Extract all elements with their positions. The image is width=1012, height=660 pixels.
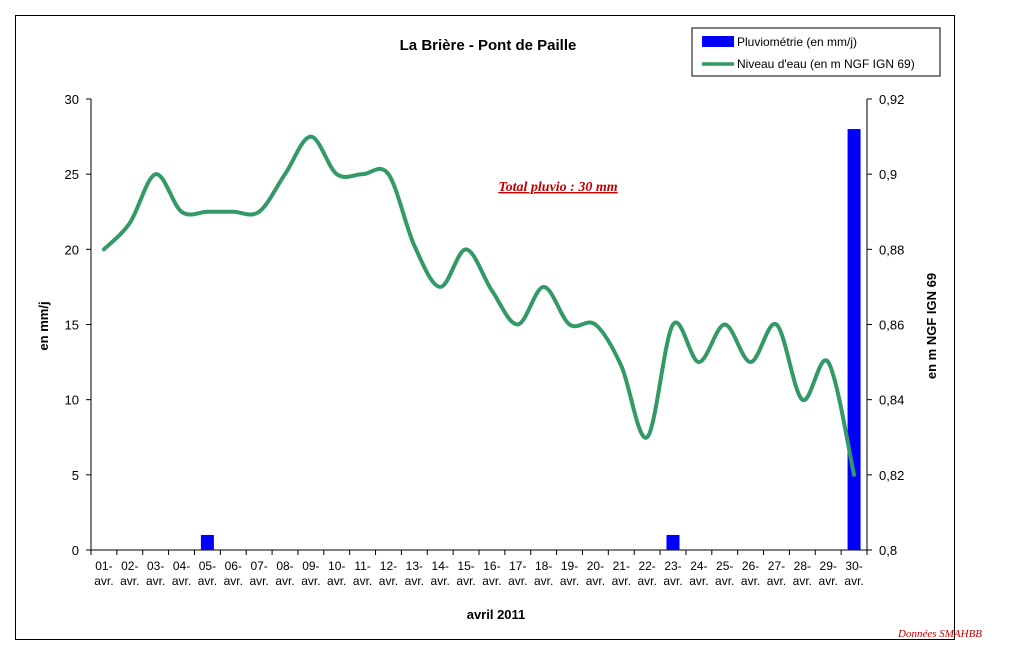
x-tick-label: 28- xyxy=(794,559,811,573)
x-tick-sublabel: avr. xyxy=(819,574,838,588)
x-tick-label: 17- xyxy=(509,559,526,573)
y-left-tick-label: 10 xyxy=(65,393,79,408)
y-left-tick-label: 15 xyxy=(65,318,79,333)
chart-title: La Brière - Pont de Paille xyxy=(400,37,577,54)
x-tick-sublabel: avr. xyxy=(431,574,450,588)
x-tick-label: 08- xyxy=(276,559,293,573)
x-tick-sublabel: avr. xyxy=(560,574,579,588)
y-right-tick-label: 0,92 xyxy=(879,92,904,107)
y-left-tick-label: 0 xyxy=(72,543,79,558)
x-tick-sublabel: avr. xyxy=(689,574,708,588)
x-tick-label: 02- xyxy=(121,559,138,573)
x-tick-label: 23- xyxy=(664,559,681,573)
x-tick-sublabel: avr. xyxy=(146,574,165,588)
x-tick-label: 21- xyxy=(613,559,630,573)
legend-label-niveau: Niveau d'eau (en m NGF IGN 69) xyxy=(737,57,915,71)
x-tick-sublabel: avr. xyxy=(275,574,294,588)
x-tick-label: 24- xyxy=(690,559,707,573)
x-tick-sublabel: avr. xyxy=(767,574,786,588)
x-tick-sublabel: avr. xyxy=(379,574,398,588)
x-tick-label: 10- xyxy=(328,559,345,573)
x-tick-sublabel: avr. xyxy=(612,574,631,588)
legend: Pluviométrie (en mm/j) Niveau d'eau (en … xyxy=(691,27,941,77)
y-right-tick-label: 0,9 xyxy=(879,167,897,182)
source-credit: Données SMAHBB xyxy=(898,628,983,640)
x-tick-sublabel: avr. xyxy=(715,574,734,588)
x-tick-sublabel: avr. xyxy=(637,574,656,588)
x-tick-sublabel: avr. xyxy=(327,574,346,588)
x-tick-label: 07- xyxy=(250,559,267,573)
x-tick-sublabel: avr. xyxy=(301,574,320,588)
x-tick-sublabel: avr. xyxy=(534,574,553,588)
x-tick-label: 05- xyxy=(199,559,216,573)
y-right-tick-label: 0,84 xyxy=(879,393,904,408)
x-tick-label: 11- xyxy=(354,559,370,573)
rainfall-bar xyxy=(200,534,214,550)
x-tick-label: 26- xyxy=(742,559,759,573)
x-tick-label: 22- xyxy=(638,559,655,573)
y-right-tick-label: 0,86 xyxy=(879,318,904,333)
x-tick-sublabel: avr. xyxy=(224,574,243,588)
legend-swatch-bar xyxy=(702,36,734,47)
x-tick-label: 12- xyxy=(380,559,397,573)
y-left-tick-label: 5 xyxy=(72,468,79,483)
x-tick-label: 04- xyxy=(173,559,190,573)
x-tick-sublabel: avr. xyxy=(405,574,424,588)
rainfall-bar xyxy=(666,534,680,550)
y-right-tick-label: 0,8 xyxy=(879,543,897,558)
x-tick-label: 01- xyxy=(95,559,112,573)
x-tick-label: 18- xyxy=(535,559,552,573)
x-tick-label: 03- xyxy=(147,559,164,573)
y-left-tick-label: 30 xyxy=(65,92,79,107)
x-tick-sublabel: avr. xyxy=(249,574,268,588)
x-tick-label: 16- xyxy=(483,559,500,573)
chart-frame: 0 5 10 15 20 25 30 0,8 0,82 0,84 0,86 0,88 0,9 0,92 01… xyxy=(15,15,955,640)
x-tick-label: 29- xyxy=(820,559,837,573)
x-tick-label: 25- xyxy=(716,559,733,573)
total-pluvio-annotation: Total pluvio : 30 mm xyxy=(498,180,617,195)
water-level-line xyxy=(101,134,857,477)
chart-svg: 0 5 10 15 20 25 30 0,8 0,82 0,84 0,86 0,88 0,9 0,92 01… xyxy=(36,27,941,622)
x-tick-sublabel: avr. xyxy=(353,574,372,588)
x-tick-sublabel: avr. xyxy=(741,574,760,588)
x-tick-sublabel: avr. xyxy=(586,574,605,588)
y-left-tick-label: 20 xyxy=(65,242,79,257)
x-tick-sublabel: avr. xyxy=(456,574,475,588)
x-tick-label: 20- xyxy=(587,559,604,573)
x-tick-sublabel: avr. xyxy=(120,574,139,588)
y-left-tick-label: 25 xyxy=(65,167,79,182)
x-tick-label: 06- xyxy=(225,559,242,573)
x-tick-sublabel: avr. xyxy=(198,574,217,588)
x-tick-label: 30- xyxy=(845,559,862,573)
x-tick-sublabel: avr. xyxy=(508,574,527,588)
x-tick-label: 15- xyxy=(457,559,474,573)
x-tick-label: 19- xyxy=(561,559,578,573)
x-tick-label: 09- xyxy=(302,559,319,573)
rainfall-bar xyxy=(847,129,861,551)
x-tick-label: 27- xyxy=(768,559,785,573)
y-axis-right-title: en m NGF IGN 69 xyxy=(924,273,939,379)
x-tick-sublabel: avr. xyxy=(94,574,113,588)
x-tick-label: 14- xyxy=(432,559,449,573)
y-right-tick-label: 0,82 xyxy=(879,468,904,483)
y-right-tick-label: 0,88 xyxy=(879,242,904,257)
x-tick-sublabel: avr. xyxy=(172,574,191,588)
x-axis-title: avril 2011 xyxy=(467,607,526,622)
x-tick-sublabel: avr. xyxy=(793,574,812,588)
x-tick-sublabel: avr. xyxy=(663,574,682,588)
x-tick-sublabel: avr. xyxy=(844,574,863,588)
x-tick-label: 13- xyxy=(406,559,423,573)
legend-label-pluvio: Pluviométrie (en mm/j) xyxy=(737,35,857,49)
y-axis-left-title: en mm/j xyxy=(36,301,51,350)
x-tick-sublabel: avr. xyxy=(482,574,501,588)
